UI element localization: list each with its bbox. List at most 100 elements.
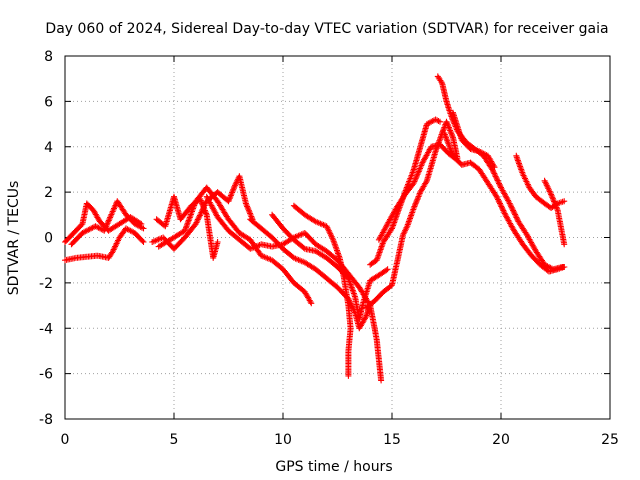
chart-title: Day 060 of 2024, Sidereal Day-to-day VTE… xyxy=(45,21,608,37)
track-marker xyxy=(340,273,347,280)
track-marker xyxy=(511,210,518,217)
track-marker xyxy=(363,311,370,318)
track-marker xyxy=(435,118,442,124)
track-marker xyxy=(497,200,503,207)
track-marker xyxy=(413,199,420,206)
track-marker xyxy=(306,297,313,304)
track-marker xyxy=(299,243,306,250)
track-marker xyxy=(554,205,561,212)
track-marker xyxy=(518,238,525,245)
track-marker xyxy=(226,195,233,202)
track-marker xyxy=(549,194,556,201)
track-marker xyxy=(444,121,451,128)
track-marker xyxy=(438,78,445,85)
track-marker xyxy=(299,209,306,216)
series-arc-i xyxy=(269,211,391,323)
track-marker xyxy=(410,206,417,213)
y-tick-label: -2 xyxy=(39,276,53,292)
y-tick-label: -4 xyxy=(39,321,53,337)
track-marker xyxy=(369,300,376,306)
track-marker xyxy=(491,190,498,197)
track-marker xyxy=(201,203,207,210)
track-marker xyxy=(193,219,200,226)
track-marker xyxy=(437,77,444,84)
track-marker xyxy=(387,228,394,235)
track-marker xyxy=(465,143,472,150)
track-marker xyxy=(378,291,385,298)
track-marker xyxy=(551,200,558,207)
series-arc-p xyxy=(450,109,498,171)
x-tick-label: 20 xyxy=(492,432,510,448)
track-marker xyxy=(413,174,420,181)
track-marker xyxy=(492,172,498,178)
series-arc-b xyxy=(62,200,145,245)
track-marker xyxy=(310,239,317,245)
track-marker xyxy=(495,179,502,185)
y-tick-label: 4 xyxy=(44,140,53,156)
track-marker xyxy=(410,167,417,174)
series-arc-j xyxy=(290,202,354,379)
track-marker xyxy=(510,208,517,215)
track-marker xyxy=(493,174,500,181)
track-marker xyxy=(190,223,197,230)
track-marker xyxy=(495,196,501,203)
track-marker xyxy=(191,201,198,208)
track-marker xyxy=(277,264,284,271)
series-arc-h xyxy=(247,216,374,332)
tick-marks xyxy=(64,55,611,420)
track-marker xyxy=(508,203,515,210)
series-arc-c xyxy=(68,198,147,248)
series-arc-f xyxy=(155,184,315,307)
track-marker xyxy=(526,250,533,257)
track-marker xyxy=(418,162,425,169)
track-marker xyxy=(490,167,496,174)
track-marker xyxy=(512,213,519,219)
track-marker xyxy=(547,189,554,196)
track-marker xyxy=(362,315,368,322)
track-marker xyxy=(121,209,128,216)
track-marker xyxy=(247,210,254,217)
y-tick-labels: -8 -6 -4 -2 0 2 4 6 8 xyxy=(39,49,53,428)
track-marker xyxy=(336,253,343,260)
track-marker xyxy=(395,254,402,261)
track-marker xyxy=(212,195,219,202)
track-marker xyxy=(121,228,128,234)
track-marker xyxy=(415,194,421,201)
track-marker xyxy=(139,237,146,244)
track-marker xyxy=(505,197,512,204)
track-marker xyxy=(432,149,439,156)
track-marker xyxy=(200,205,207,212)
track-marker xyxy=(311,247,318,254)
track-marker xyxy=(416,145,423,152)
track-marker xyxy=(244,235,251,242)
track-marker xyxy=(255,223,262,230)
track-marker xyxy=(447,110,454,117)
y-axis-label: SDTVAR / TECUs xyxy=(6,181,22,296)
track-marker xyxy=(137,223,144,230)
track-marker xyxy=(256,250,263,256)
series-arc-o xyxy=(441,130,568,275)
y-tick-label: 6 xyxy=(44,94,53,110)
track-marker xyxy=(196,213,203,220)
track-marker xyxy=(423,179,430,186)
track-marker xyxy=(550,197,557,204)
track-marker xyxy=(138,236,145,243)
x-tick-labels: 0 5 10 15 20 25 xyxy=(61,432,619,448)
series-arc-r xyxy=(541,177,568,248)
track-marker xyxy=(88,205,95,211)
track-marker xyxy=(447,127,454,134)
track-marker xyxy=(102,224,109,231)
track-marker xyxy=(509,206,516,213)
track-marker xyxy=(244,243,251,250)
track-marker xyxy=(434,117,441,124)
series-arc-m xyxy=(375,141,461,243)
track-marker xyxy=(508,204,515,211)
track-marker xyxy=(168,236,175,243)
track-marker xyxy=(560,239,567,246)
track-marker xyxy=(483,177,490,184)
track-marker xyxy=(456,159,463,166)
track-marker xyxy=(244,204,251,211)
track-marker xyxy=(128,228,135,235)
track-marker xyxy=(320,253,327,260)
